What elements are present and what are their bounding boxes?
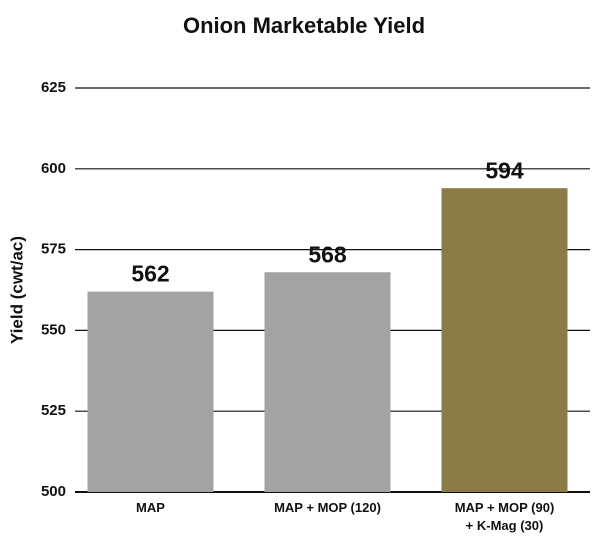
- bar: [264, 272, 391, 492]
- y-axis-label: Yield (cwt/ac): [7, 236, 26, 344]
- y-tick-label: 600: [41, 160, 66, 177]
- y-tick-label: 575: [41, 241, 66, 258]
- chart-title: Onion Marketable Yield: [183, 13, 425, 38]
- y-tick-label: 500: [41, 483, 66, 500]
- bar: [441, 188, 568, 492]
- value-label: 562: [131, 261, 169, 287]
- y-tick-label: 550: [41, 321, 66, 338]
- x-tick-label: MAP + MOP (120): [274, 500, 381, 515]
- value-label: 594: [485, 157, 524, 183]
- x-tick-label: MAP + MOP (90) + K-Mag (30): [454, 500, 555, 533]
- x-tick-label: MAP: [136, 500, 165, 515]
- bar: [87, 291, 214, 492]
- value-label: 568: [308, 241, 347, 267]
- y-tick-label: 625: [41, 79, 66, 96]
- y-tick-label: 525: [41, 402, 66, 419]
